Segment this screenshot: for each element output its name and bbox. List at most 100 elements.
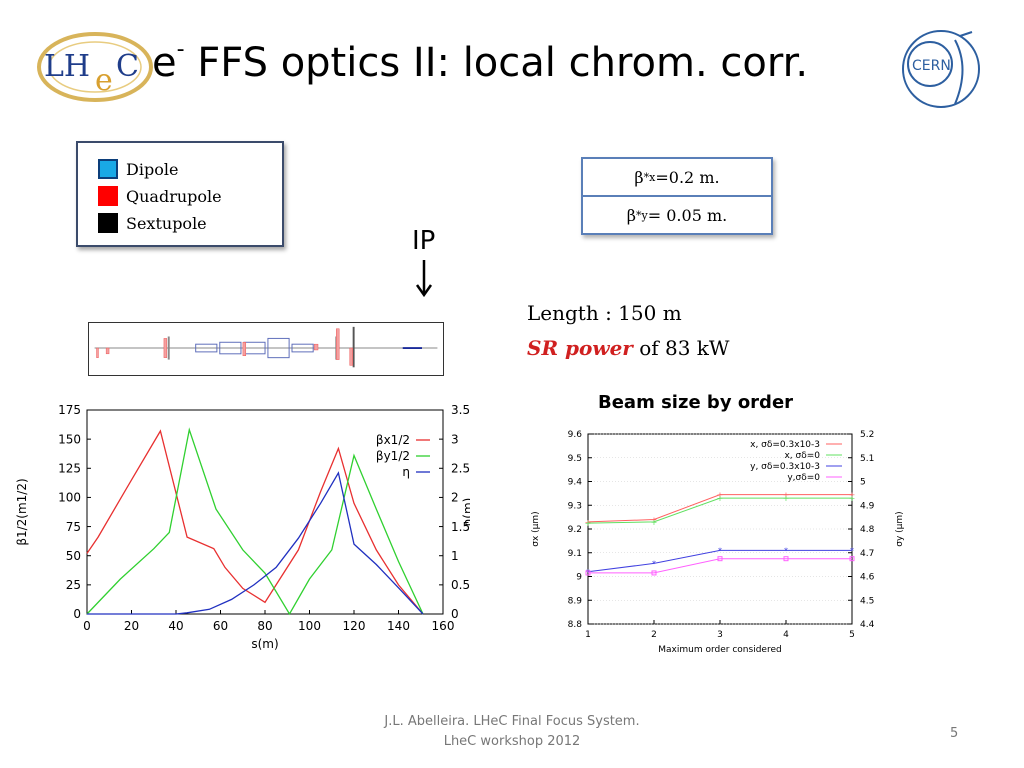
title-rest: FFS optics II: local chrom. corr. bbox=[184, 40, 809, 86]
y2-tick-label-7: 3.5 bbox=[451, 403, 470, 417]
length-text: Length : 150 m bbox=[527, 301, 682, 325]
sextupole-swatch bbox=[98, 213, 118, 233]
legend-label-sextupole: Sextupole bbox=[126, 213, 207, 233]
sextupole-1 bbox=[167, 336, 170, 360]
beta-x-star: * bbox=[643, 170, 650, 184]
series-2-point-4: * bbox=[850, 546, 854, 555]
series-line-1 bbox=[587, 497, 852, 524]
series-line-0 bbox=[86, 429, 424, 615]
legend-entry-1: βy1/2 bbox=[376, 449, 410, 463]
lattice-layout bbox=[88, 322, 444, 376]
y2-tick-label-0: 4.4 bbox=[860, 620, 875, 630]
y2-tick-label-7: 5.1 bbox=[860, 454, 874, 464]
legend-entry-2: η bbox=[402, 465, 410, 479]
y-axis-label: σx (μm) bbox=[531, 511, 541, 546]
legend-label-dipole: Dipole bbox=[126, 159, 179, 179]
beta-y-star: * bbox=[636, 208, 642, 222]
x-tick-label-2: 3 bbox=[717, 630, 723, 640]
lhec-logo: LH e C bbox=[37, 32, 153, 102]
logo-text-c: C bbox=[116, 49, 139, 84]
element-legend: Dipole Quadrupole Sextupole bbox=[76, 141, 284, 247]
sextupole-3 bbox=[352, 326, 355, 368]
beam-size-title: Beam size by order bbox=[598, 392, 794, 413]
y-tick-label-5: 9.3 bbox=[568, 501, 582, 511]
dipole-swatch bbox=[98, 159, 118, 179]
series-1-point-1: + bbox=[651, 518, 658, 527]
x-tick-label-0: 0 bbox=[83, 619, 91, 633]
legend-item-sextupole: Sextupole bbox=[98, 213, 207, 233]
x-tick-label-1: 2 bbox=[651, 630, 657, 640]
series-1-point-0: + bbox=[585, 519, 592, 528]
y-tick-label-3: 75 bbox=[66, 520, 81, 534]
x-axis-label: s(m) bbox=[251, 637, 278, 651]
y-tick-label-2: 9 bbox=[576, 573, 582, 583]
x-axis-label: Maximum order considered bbox=[658, 645, 781, 655]
y2-axis-label: η(m) bbox=[461, 498, 470, 527]
series-2-point-3: * bbox=[784, 546, 788, 555]
y-tick-label-0: 8.8 bbox=[568, 620, 583, 630]
x-tick-label-8: 160 bbox=[432, 619, 455, 633]
series-3-point-1 bbox=[651, 570, 657, 576]
series-2-point-2: * bbox=[718, 546, 722, 555]
series-2-point-1: * bbox=[652, 559, 656, 568]
beta-x-symbol: β bbox=[634, 167, 644, 187]
title-prefix: e bbox=[152, 40, 177, 86]
legend-item-quadrupole: Quadrupole bbox=[98, 186, 222, 206]
quad-6 bbox=[336, 328, 340, 360]
y-tick-label-6: 9.4 bbox=[568, 478, 583, 488]
page-number: 5 bbox=[950, 726, 959, 741]
dipole-1 bbox=[195, 343, 218, 353]
series-3-point-3 bbox=[783, 556, 789, 562]
quad-7 bbox=[349, 347, 353, 366]
beta-y-sub: y bbox=[641, 208, 648, 222]
y2-tick-label-1: 0.5 bbox=[451, 578, 470, 592]
series-0-point-2: + bbox=[717, 491, 724, 500]
legend-label-quadrupole: Quadrupole bbox=[126, 186, 222, 206]
quad-5 bbox=[313, 343, 319, 351]
y2-tick-label-3: 4.7 bbox=[860, 549, 874, 559]
legend-entry-0: βx1/2 bbox=[376, 433, 410, 447]
y-tick-label-4: 9.2 bbox=[568, 525, 582, 535]
cern-logo: CERN bbox=[902, 30, 980, 108]
ip-arrow-icon bbox=[415, 260, 433, 298]
series-line-0 bbox=[587, 494, 852, 523]
series-3-point-2 bbox=[717, 556, 723, 562]
legend-entry-0: x, σδ=0.3x10-3 bbox=[750, 440, 820, 450]
cern-logo-text: CERN bbox=[912, 58, 951, 74]
series-line-2 bbox=[587, 549, 852, 573]
y2-tick-label-3: 1.5 bbox=[451, 520, 470, 534]
logo-text-lh: LH bbox=[44, 49, 90, 84]
title-superscript: - bbox=[176, 36, 185, 62]
series-line-3 bbox=[588, 558, 852, 574]
y-tick-label-3: 9.1 bbox=[568, 549, 582, 559]
y2-tick-label-8: 5.2 bbox=[860, 430, 874, 440]
series-line-2 bbox=[87, 471, 424, 615]
x-tick-label-4: 80 bbox=[257, 619, 272, 633]
quad-2 bbox=[105, 347, 110, 355]
y2-tick-label-0: 0 bbox=[451, 607, 459, 621]
y-tick-label-4: 100 bbox=[58, 491, 81, 505]
y-tick-label-6: 150 bbox=[58, 432, 81, 446]
legend-item-dipole: Dipole bbox=[98, 159, 178, 179]
footer: J.L. Abelleira. LHeC Final Focus System.… bbox=[300, 712, 724, 752]
series-0-point-0: + bbox=[585, 518, 592, 527]
series-3-point-0 bbox=[585, 570, 591, 576]
series-0-point-1: + bbox=[651, 516, 658, 525]
y2-tick-label-6: 5 bbox=[860, 478, 866, 488]
y-tick-label-1: 8.9 bbox=[568, 596, 583, 606]
series-1-point-2: + bbox=[717, 494, 724, 503]
beta-x-value: =0.2 m. bbox=[655, 167, 720, 187]
y-tick-label-0: 0 bbox=[73, 607, 81, 621]
quad-4 bbox=[242, 342, 247, 356]
y2-tick-label-1: 4.5 bbox=[860, 596, 874, 606]
dipole-5 bbox=[291, 343, 314, 353]
quad-1 bbox=[96, 347, 99, 358]
dipole-2 bbox=[219, 341, 242, 355]
series-3-point-4 bbox=[849, 556, 855, 562]
footer-line-1: J.L. Abelleira. LHeC Final Focus System. bbox=[384, 714, 640, 729]
footer-line-2: LheC workshop 2012 bbox=[443, 734, 581, 749]
y-tick-label-7: 175 bbox=[58, 403, 81, 417]
series-1-point-4: + bbox=[849, 494, 856, 503]
x-tick-label-7: 140 bbox=[387, 619, 410, 633]
optics-functions-plot: 0 20 40 60 80 100 120 140 1600255075100125150175… bbox=[15, 403, 470, 651]
